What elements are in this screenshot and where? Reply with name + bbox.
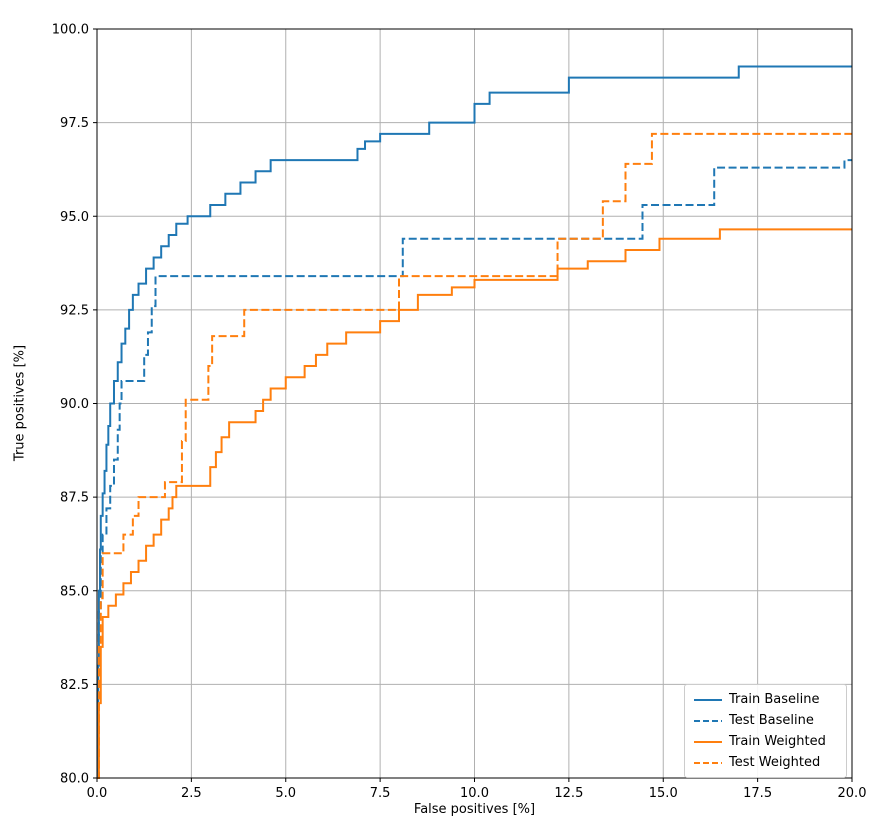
x-tick-label: 15.0 — [649, 786, 678, 801]
y-axis-label: True positives [%] — [12, 344, 28, 462]
legend: Train Baseline Test Baseline Train Weighte… — [684, 684, 847, 778]
series-line-test-weighted — [97, 132, 852, 779]
x-tick-label: 10.0 — [460, 786, 489, 801]
series-line-train-weighted — [97, 228, 852, 779]
x-tick-label: 7.5 — [370, 786, 391, 801]
y-tick-label: 87.5 — [60, 491, 89, 506]
legend-label: Test Weighted — [729, 755, 821, 770]
legend-entry-test-baseline: Test Baseline — [694, 712, 837, 729]
series-line-test-baseline — [97, 159, 852, 779]
legend-line-test-baseline — [694, 719, 722, 722]
legend-label: Test Baseline — [729, 713, 814, 728]
legend-line-train-baseline — [694, 698, 722, 701]
y-tick-label: 92.5 — [60, 303, 89, 318]
series-line-train-baseline — [97, 65, 852, 779]
y-tick-label: 82.5 — [60, 678, 89, 693]
x-tick-label: 5.0 — [275, 786, 296, 801]
y-tick-label: 97.5 — [60, 116, 89, 131]
x-tick-label: 17.5 — [743, 786, 772, 801]
x-tick-label: 12.5 — [554, 786, 583, 801]
x-axis-label: False positives [%] — [413, 802, 536, 817]
legend-entry-train-baseline: Train Baseline — [694, 691, 837, 708]
y-tick-label: 95.0 — [60, 210, 89, 225]
x-tick-label: 0.0 — [87, 786, 108, 801]
legend-label: Train Weighted — [729, 734, 826, 749]
y-tick-label: 80.0 — [60, 772, 89, 787]
legend-line-train-weighted — [694, 740, 722, 743]
legend-label: Train Baseline — [729, 692, 820, 707]
legend-line-test-weighted — [694, 761, 722, 764]
x-tick-label: 2.5 — [181, 786, 202, 801]
x-tick-label: 20.0 — [838, 786, 867, 801]
legend-entry-test-weighted: Test Weighted — [694, 754, 837, 771]
y-tick-label: 100.0 — [52, 23, 89, 38]
y-tick-label: 85.0 — [60, 584, 89, 599]
legend-entry-train-weighted: Train Weighted — [694, 733, 837, 750]
y-tick-label: 90.0 — [60, 397, 89, 412]
